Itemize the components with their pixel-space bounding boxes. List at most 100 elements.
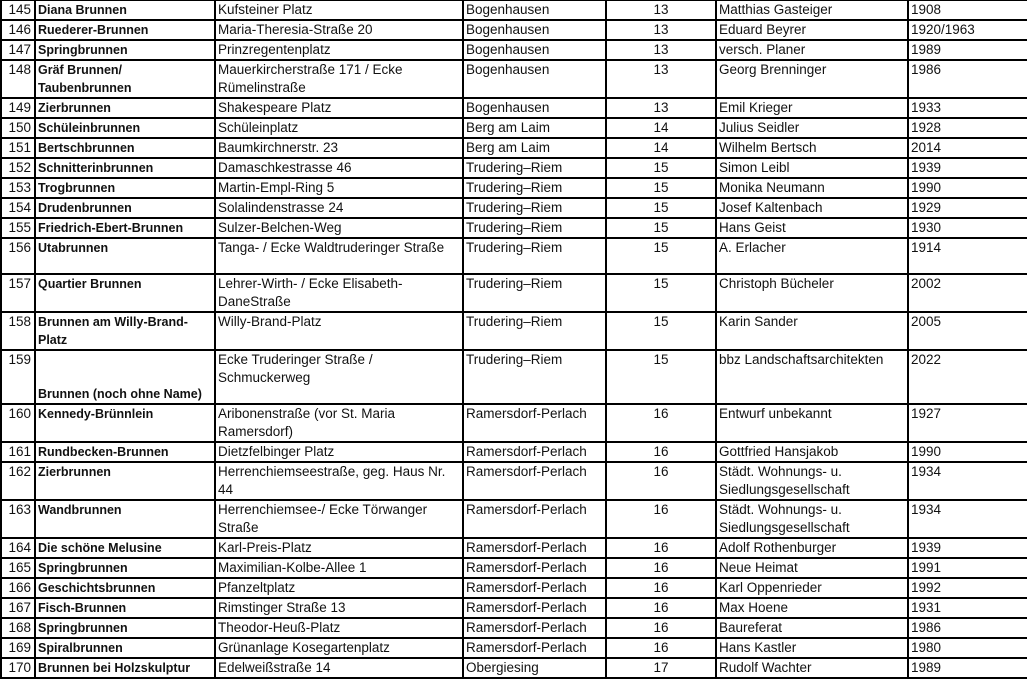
table-row: 153 Trogbrunnen Martin-Empl-Ring 5 Truderin…	[0, 177, 1027, 199]
address-cell: Martin-Empl-Ring 5	[214, 177, 464, 199]
table-row: 151 Bertschbrunnen Baumkirchnerstr. 23 Berg…	[0, 137, 1027, 159]
address-cell: Lehrer-Wirth- / Ecke Elisabeth-DaneStraß…	[214, 273, 464, 313]
table-row: 148 Gräf Brunnen/ Taubenbrunnen Mauerkirch…	[0, 59, 1027, 99]
district-number-cell: 13	[605, 59, 717, 99]
fountain-name-cell: Kennedy-Brünnlein	[34, 403, 216, 443]
district-number-cell: 13	[605, 0, 717, 21]
district-number-cell: 16	[605, 577, 717, 599]
year-cell: 1934	[907, 499, 1027, 539]
artist-cell: Gottfried Hansjakob	[715, 441, 909, 463]
row-number-cell: 161	[0, 441, 36, 463]
fountain-name-cell: Bertschbrunnen	[34, 137, 216, 159]
table-row: 150 Schüleinbrunnen Schüleinplatz Berg am L…	[0, 117, 1027, 139]
fountain-name-cell: Schnitterinbrunnen	[34, 157, 216, 179]
row-number-cell: 159	[0, 349, 36, 405]
address-cell: Karl-Preis-Platz	[214, 537, 464, 559]
year-cell: 1986	[907, 59, 1027, 99]
district-number-cell: 13	[605, 19, 717, 41]
year-cell: 1920/1963	[907, 19, 1027, 41]
district-cell: Berg am Laim	[462, 117, 607, 139]
year-cell: 1928	[907, 117, 1027, 139]
artist-cell: Hans Kastler	[715, 637, 909, 659]
row-number-cell: 148	[0, 59, 36, 99]
table-row: 156 Utabrunnen Tanga- / Ecke Waldtrudering…	[0, 237, 1027, 275]
table-row: 146 Ruederer-Brunnen Maria-Theresia-Straße…	[0, 19, 1027, 41]
artist-cell: Simon Leibl	[715, 157, 909, 179]
artist-cell: Städt. Wohnungs- u. Siedlungsgesellschaf…	[715, 499, 909, 539]
district-number-cell: 15	[605, 237, 717, 275]
row-number-cell: 166	[0, 577, 36, 599]
year-cell: 1929	[907, 197, 1027, 219]
table-row: 159 Brunnen (noch ohne Name) Ecke Truderin…	[0, 349, 1027, 405]
row-number-cell: 167	[0, 597, 36, 619]
address-cell: Sulzer-Belchen-Weg	[214, 217, 464, 239]
row-number-cell: 162	[0, 461, 36, 501]
address-cell: Prinzregentenplatz	[214, 39, 464, 61]
district-cell: Ramersdorf-Perlach	[462, 577, 607, 599]
district-cell: Bogenhausen	[462, 39, 607, 61]
fountain-name-cell: Quartier Brunnen	[34, 273, 216, 313]
year-cell: 1927	[907, 403, 1027, 443]
table-row: 152 Schnitterinbrunnen Damaschkestrasse 46…	[0, 157, 1027, 179]
district-number-cell: 14	[605, 137, 717, 159]
district-number-cell: 15	[605, 311, 717, 351]
table-row: 155 Friedrich-Ebert-Brunnen Sulzer-Belchen…	[0, 217, 1027, 239]
year-cell: 1931	[907, 597, 1027, 619]
district-cell: Ramersdorf-Perlach	[462, 597, 607, 619]
district-cell: Bogenhausen	[462, 0, 607, 21]
address-cell: Schüleinplatz	[214, 117, 464, 139]
fountain-name-cell: Brunnen (noch ohne Name)	[34, 349, 216, 405]
artist-cell: Josef Kaltenbach	[715, 197, 909, 219]
fountain-name-cell: Wandbrunnen	[34, 499, 216, 539]
row-number-cell: 164	[0, 537, 36, 559]
fountain-name-cell: Utabrunnen	[34, 237, 216, 275]
fountain-name-cell: Schüleinbrunnen	[34, 117, 216, 139]
year-cell: 1908	[907, 0, 1027, 21]
year-cell: 1934	[907, 461, 1027, 501]
table-row: 160 Kennedy-Brünnlein Aribonenstraße (vor …	[0, 403, 1027, 443]
address-cell: Pfanzeltplatz	[214, 577, 464, 599]
district-number-cell: 16	[605, 403, 717, 443]
fountain-name-cell: Zierbrunnen	[34, 461, 216, 501]
fountain-name-cell: Drudenbrunnen	[34, 197, 216, 219]
district-cell: Trudering–Riem	[462, 177, 607, 199]
table-row: 166 Geschichtsbrunnen Pfanzeltplatz Ramersd…	[0, 577, 1027, 599]
address-cell: Aribonenstraße (vor St. Maria Ramersdorf…	[214, 403, 464, 443]
district-number-cell: 15	[605, 217, 717, 239]
year-cell: 1992	[907, 577, 1027, 599]
artist-cell: Christoph Bücheler	[715, 273, 909, 313]
year-cell: 1990	[907, 441, 1027, 463]
district-number-cell: 16	[605, 637, 717, 659]
row-number-cell: 154	[0, 197, 36, 219]
district-number-cell: 15	[605, 177, 717, 199]
table-row: 158 Brunnen am Willy-Brand-Platz Willy-Bra…	[0, 311, 1027, 351]
row-number-cell: 147	[0, 39, 36, 61]
district-number-cell: 16	[605, 557, 717, 579]
district-cell: Trudering–Riem	[462, 217, 607, 239]
artist-cell: Baureferat	[715, 617, 909, 639]
table-row: 165 Springbrunnen Maximilian-Kolbe-Allee 1…	[0, 557, 1027, 579]
district-number-cell: 16	[605, 597, 717, 619]
year-cell: 1986	[907, 617, 1027, 639]
row-number-cell: 149	[0, 97, 36, 119]
fountain-name-cell: Springbrunnen	[34, 617, 216, 639]
district-cell: Trudering–Riem	[462, 157, 607, 179]
artist-cell: Adolf Rothenburger	[715, 537, 909, 559]
district-cell: Bogenhausen	[462, 59, 607, 99]
table-row: 162 Zierbrunnen Herrenchiemseestraße, geg.…	[0, 461, 1027, 501]
table-row: 167 Fisch-Brunnen Rimstinger Straße 13 Rame…	[0, 597, 1027, 619]
address-cell: Ecke Truderinger Straße / Schmuckerweg	[214, 349, 464, 405]
row-number-cell: 146	[0, 19, 36, 41]
fountain-name-cell: Geschichtsbrunnen	[34, 577, 216, 599]
district-cell: Ramersdorf-Perlach	[462, 557, 607, 579]
district-number-cell: 16	[605, 537, 717, 559]
row-number-cell: 145	[0, 0, 36, 21]
district-cell: Trudering–Riem	[462, 349, 607, 405]
table-row: 170 Brunnen bei Holzskulptur Edelweißstraß…	[0, 657, 1027, 679]
year-cell: 1991	[907, 557, 1027, 579]
artist-cell: Karl Oppenrieder	[715, 577, 909, 599]
district-number-cell: 16	[605, 441, 717, 463]
table-row: 157 Quartier Brunnen Lehrer-Wirth- / Ecke …	[0, 273, 1027, 313]
address-cell: Baumkirchnerstr. 23	[214, 137, 464, 159]
district-cell: Ramersdorf-Perlach	[462, 499, 607, 539]
